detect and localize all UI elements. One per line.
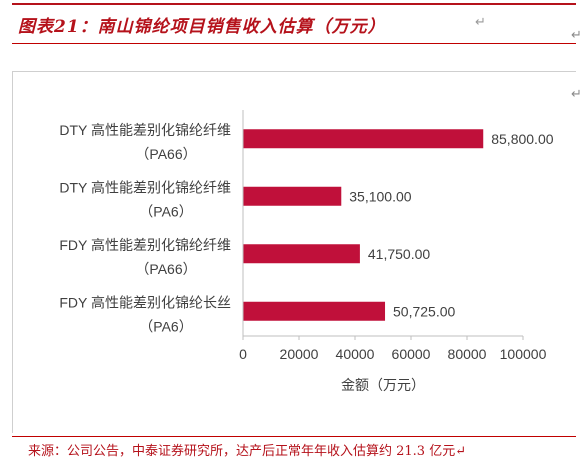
bar bbox=[243, 186, 342, 206]
bar-value-label: 85,800.00 bbox=[491, 131, 553, 147]
right-margin-mark-1: ↵ bbox=[571, 28, 582, 43]
title-return-mark: ↵ bbox=[475, 15, 486, 30]
bar bbox=[243, 301, 386, 321]
x-tick-label: 100000 bbox=[500, 346, 547, 362]
category-label: FDY 高性能差别化锦纶长丝（PA6） bbox=[59, 294, 231, 334]
source-note: 来源：公司公告，中泰证券研究所，达产后正常年年收入估算约 21.3 亿元↵ bbox=[28, 444, 467, 459]
bar-value-label: 35,100.00 bbox=[349, 188, 411, 204]
bar bbox=[243, 129, 484, 149]
chart-title: 图表21：南山锦纶项目销售收入估算（万元） bbox=[18, 17, 386, 37]
right-margin-mark-2: ↵ bbox=[571, 87, 582, 102]
category-labels: DTY 高性能差别化锦纶纤维（PA66） DTY 高性能差别化锦纶纤维（PA6） F… bbox=[59, 122, 231, 335]
x-tick-label: 40000 bbox=[336, 346, 375, 362]
footer-rule bbox=[12, 436, 576, 437]
x-tick-label: 0 bbox=[239, 346, 247, 362]
bar-value-label: 41,750.00 bbox=[368, 246, 430, 262]
category-label: FDY 高性能差别化锦纶纤维（PA66） bbox=[59, 237, 231, 277]
category-label: DTY 高性能差别化锦纶纤维（PA66） bbox=[59, 122, 231, 162]
bar-value-label: 50,725.00 bbox=[393, 303, 455, 319]
value-labels: 85,800.00 35,100.00 41,750.00 50,725.00 bbox=[349, 131, 553, 320]
x-tick-label: 20000 bbox=[280, 346, 319, 362]
x-tick-label: 80000 bbox=[448, 346, 487, 362]
top-rule bbox=[12, 3, 576, 5]
x-axis: 0 20000 40000 60000 80000 100000 bbox=[239, 110, 547, 362]
chart-frame bbox=[12, 71, 576, 433]
title-rule bbox=[12, 43, 576, 44]
bar bbox=[243, 244, 360, 264]
bars bbox=[243, 129, 484, 321]
x-axis-label: 金额（万元） bbox=[341, 377, 425, 393]
category-label: DTY 高性能差别化锦纶纤维（PA6） bbox=[59, 179, 231, 219]
x-tick-label: 60000 bbox=[392, 346, 431, 362]
